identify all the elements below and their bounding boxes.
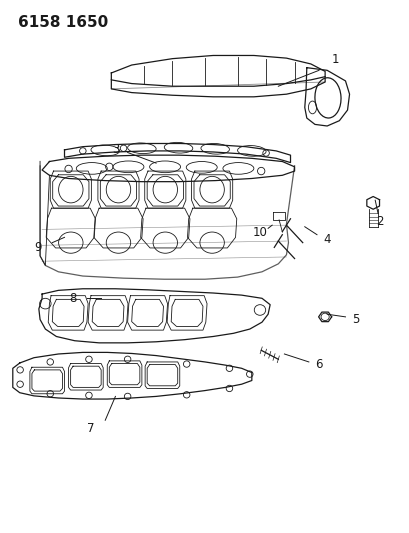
Text: 4: 4 (323, 233, 330, 246)
Text: 9: 9 (34, 241, 42, 254)
Text: 5: 5 (351, 313, 358, 326)
Text: 1: 1 (331, 53, 338, 66)
Text: 6: 6 (315, 358, 322, 371)
Text: 7: 7 (87, 422, 94, 435)
Text: 3: 3 (111, 143, 119, 156)
Text: 6158 1650: 6158 1650 (18, 14, 108, 30)
Text: 2: 2 (375, 215, 383, 228)
Text: 8: 8 (69, 292, 76, 305)
Text: 10: 10 (252, 225, 267, 239)
